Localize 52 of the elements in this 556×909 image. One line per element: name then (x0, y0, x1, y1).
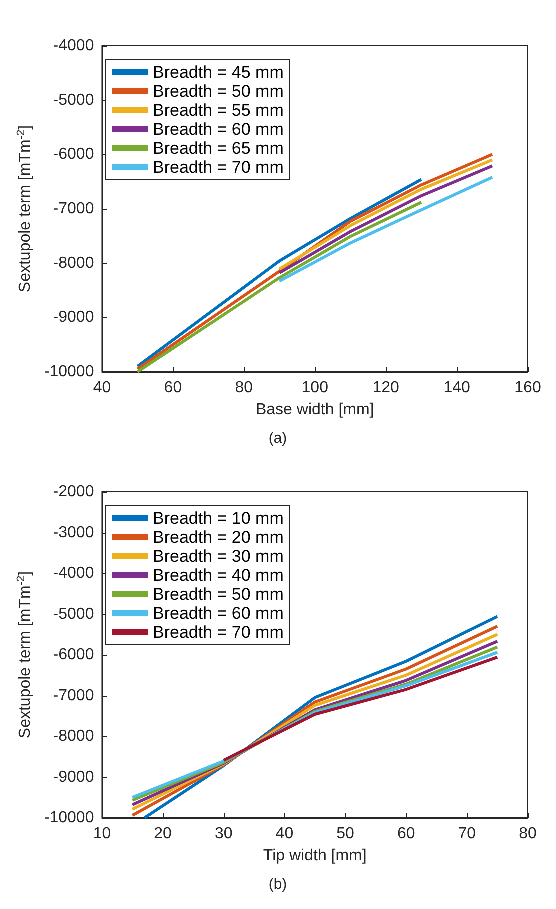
x-tick-label: 160 (514, 380, 542, 396)
x-tick-label: 140 (444, 380, 470, 396)
y-tick-label: -5000 (53, 606, 94, 623)
x-tick-label: 80 (235, 380, 254, 396)
y-tick-label: -7000 (53, 200, 94, 218)
y-tick-label: -4000 (53, 38, 94, 54)
y-tick-label: -6000 (53, 146, 94, 164)
y-axis-title: Sextupole term [mTm-2] (16, 125, 34, 293)
y-tick-label: -5000 (53, 92, 94, 109)
legend-label: Breadth = 50 mm (153, 82, 284, 101)
legend-label: Breadth = 45 mm (153, 63, 284, 82)
legend-label: Breadth = 40 mm (153, 566, 284, 585)
legend-label: Breadth = 30 mm (153, 547, 284, 566)
legend-label: Breadth = 60 mm (153, 120, 284, 139)
text: (a) (268, 430, 288, 447)
x-axis-title: Tip width [mm] (263, 848, 367, 864)
legend-label: Breadth = 55 mm (153, 101, 284, 120)
x-tick-label: 30 (214, 826, 233, 842)
x-tick-label: 10 (93, 826, 112, 842)
x-tick-label: 40 (93, 380, 112, 396)
x-tick-label: 60 (164, 380, 182, 396)
x-tick-label: 50 (336, 826, 355, 842)
y-tick-label: -2000 (53, 484, 94, 500)
y-tick-label: -10000 (44, 810, 94, 826)
x-axis-title: Base width [mm] (256, 402, 374, 418)
x-tick-label: 80 (519, 826, 537, 842)
x-tick-label: 70 (458, 826, 476, 842)
y-tick-label: -10000 (44, 364, 94, 380)
y-tick-label: -6000 (53, 646, 94, 664)
y-axis-title: Sextupole term [mTm-2] (16, 571, 34, 739)
x-tick-label: 60 (397, 826, 416, 842)
legend-label: Breadth = 10 mm (153, 509, 284, 528)
y-tick-label: -9000 (53, 309, 94, 326)
legend-label: Breadth = 60 mm (153, 604, 284, 623)
x-tick-label: 120 (372, 380, 400, 396)
x-tick-label: 40 (276, 826, 294, 842)
text: (b) (268, 876, 288, 893)
line-series (222, 656, 500, 762)
legend-label: Breadth = 70 mm (153, 158, 284, 177)
legend-label: Breadth = 20 mm (153, 528, 284, 547)
legend-label: Breadth = 70 mm (153, 623, 284, 642)
x-tick-label: 100 (302, 380, 329, 396)
y-tick-label: -4000 (53, 565, 94, 582)
y-tick-label: -8000 (53, 254, 94, 272)
legend-label: Breadth = 65 mm (153, 139, 284, 158)
y-tick-label: -9000 (53, 768, 94, 786)
line-series (278, 176, 494, 283)
legend-label: Breadth = 50 mm (153, 585, 284, 604)
x-tick-label: 20 (154, 826, 172, 842)
y-tick-label: -8000 (53, 728, 94, 745)
y-tick-label: -7000 (53, 687, 94, 704)
y-tick-label: -3000 (53, 524, 94, 542)
